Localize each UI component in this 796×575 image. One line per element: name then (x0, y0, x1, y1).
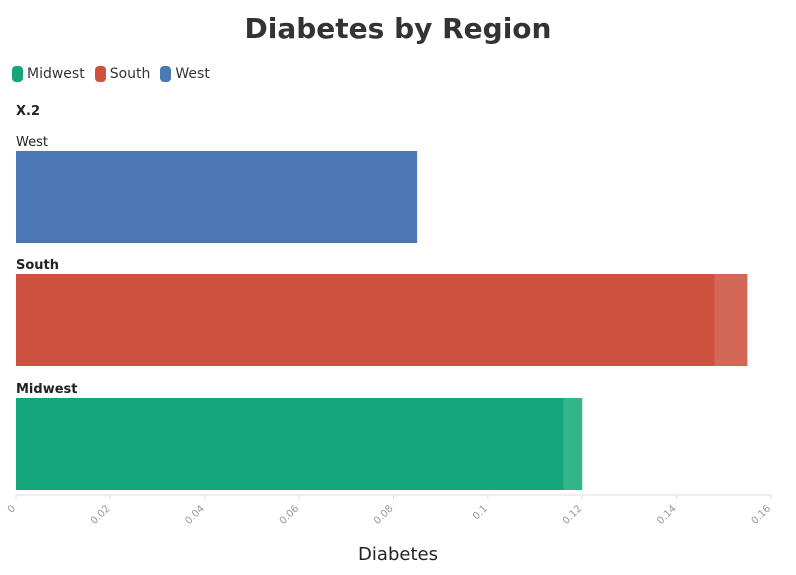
bar-midwest[interactable] (16, 398, 564, 490)
x-tick-label: 0.14 (655, 503, 679, 527)
legend-item-midwest[interactable]: Midwest (12, 66, 85, 82)
legend-label-west: West (175, 66, 210, 82)
legend-swatch-midwest (12, 66, 23, 82)
x-tick-label: 0.04 (183, 503, 207, 527)
x-tick-label: 0.1 (471, 503, 490, 522)
legend-swatch-south (94, 66, 106, 82)
bar-west[interactable] (16, 151, 418, 243)
legend-label-south: South (109, 66, 151, 82)
bar-south[interactable] (16, 274, 715, 366)
x-axis-label: Diabetes (358, 544, 438, 565)
x-tick-label: 0.02 (89, 503, 113, 527)
category-label-midwest: Midwest (16, 382, 77, 397)
x-tick-label: 0.12 (561, 503, 585, 527)
chart-title: Diabetes by Region (244, 12, 552, 45)
x-tick-label: 0.06 (278, 503, 302, 527)
x-tick-label: 0 (6, 503, 18, 515)
category-label-west: West (16, 135, 48, 150)
legend-swatch-west (160, 66, 172, 82)
legend-item-west[interactable]: West (160, 66, 210, 82)
x-tick-label: 0.16 (750, 503, 774, 527)
y-axis-label: X.2 (16, 104, 41, 119)
legend: Midwest South West (12, 66, 210, 82)
category-label-south: South (16, 258, 59, 273)
legend-label-midwest: Midwest (27, 66, 85, 82)
legend-item-south[interactable]: South (94, 66, 151, 82)
x-tick-label: 0.08 (372, 503, 396, 527)
